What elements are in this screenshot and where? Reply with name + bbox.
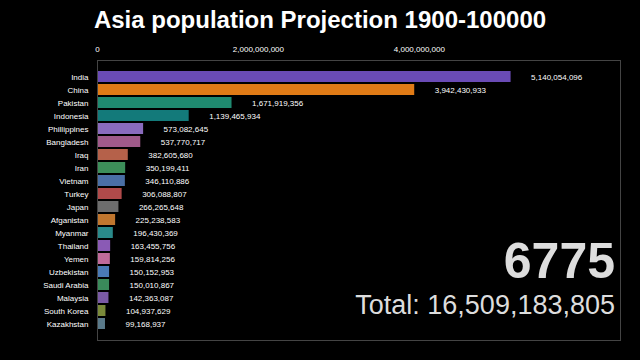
svg-text:4,000,000,000: 4,000,000,000 bbox=[394, 45, 446, 54]
svg-text:350,199,411: 350,199,411 bbox=[146, 164, 190, 173]
svg-text:Indonesia: Indonesia bbox=[54, 112, 89, 121]
html-text:Asia population Projection 190: Asia population Projection 1900-100000 bbox=[93, 6, 547, 33]
svg-text:1,139,465,934: 1,139,465,934 bbox=[209, 112, 261, 121]
svg-text:1,671,919,356: 1,671,919,356 bbox=[252, 99, 304, 108]
html-text:Total: 16,509,183,805: Total: 16,509,183,805 bbox=[355, 290, 615, 320]
svg-text:Vietnam: Vietnam bbox=[59, 177, 89, 186]
svg-text:142,363,087: 142,363,087 bbox=[129, 294, 174, 303]
svg-text:South Korea: South Korea bbox=[44, 307, 89, 316]
svg-text:Saudi Arabia: Saudi Arabia bbox=[43, 281, 89, 290]
svg-text:Bangladesh: Bangladesh bbox=[46, 138, 88, 147]
svg-text:266,265,648: 266,265,648 bbox=[139, 203, 184, 212]
svg-text:Afganistan: Afganistan bbox=[51, 216, 89, 225]
svg-text:306,088,807: 306,088,807 bbox=[142, 190, 187, 199]
svg-text:Kazakhstan: Kazakhstan bbox=[47, 320, 89, 329]
svg-text:Uzbekistan: Uzbekistan bbox=[49, 268, 89, 277]
svg-text:163,455,756: 163,455,756 bbox=[131, 242, 176, 251]
svg-text:Yemen: Yemen bbox=[64, 255, 89, 264]
svg-text:Myanmar: Myanmar bbox=[55, 229, 89, 238]
svg-text:2,000,000,000: 2,000,000,000 bbox=[233, 45, 285, 54]
svg-text:Iraq: Iraq bbox=[75, 151, 89, 160]
svg-text:537,770,717: 537,770,717 bbox=[161, 138, 206, 147]
svg-text:382,605,680: 382,605,680 bbox=[148, 151, 193, 160]
svg-text:Turkey: Turkey bbox=[64, 190, 88, 199]
svg-text:China: China bbox=[68, 86, 89, 95]
svg-text:99,168,937: 99,168,937 bbox=[125, 320, 166, 329]
svg-text:0: 0 bbox=[95, 45, 100, 54]
svg-text:Iran: Iran bbox=[75, 164, 89, 173]
svg-text:Malaysia: Malaysia bbox=[57, 294, 89, 303]
svg-text:3,942,430,933: 3,942,430,933 bbox=[435, 86, 487, 95]
svg-text:Japan: Japan bbox=[67, 203, 89, 212]
svg-text:150,152,953: 150,152,953 bbox=[130, 268, 175, 277]
html-text:6775: 6775 bbox=[503, 233, 615, 289]
svg-text:159,814,256: 159,814,256 bbox=[130, 255, 175, 264]
svg-text:5,140,054,096: 5,140,054,096 bbox=[531, 73, 583, 82]
svg-text:573,082,645: 573,082,645 bbox=[164, 125, 209, 134]
svg-text:196,430,369: 196,430,369 bbox=[133, 229, 178, 238]
svg-text:104,937,629: 104,937,629 bbox=[126, 307, 171, 316]
svg-text:150,010,867: 150,010,867 bbox=[130, 281, 175, 290]
svg-text:Phillippines: Phillippines bbox=[48, 125, 88, 134]
svg-text:346,110,886: 346,110,886 bbox=[145, 177, 189, 186]
svg-text:India: India bbox=[71, 73, 89, 82]
svg-text:225,238,583: 225,238,583 bbox=[136, 216, 181, 225]
svg-text:Thailand: Thailand bbox=[58, 242, 89, 251]
svg-text:Pakistan: Pakistan bbox=[58, 99, 89, 108]
